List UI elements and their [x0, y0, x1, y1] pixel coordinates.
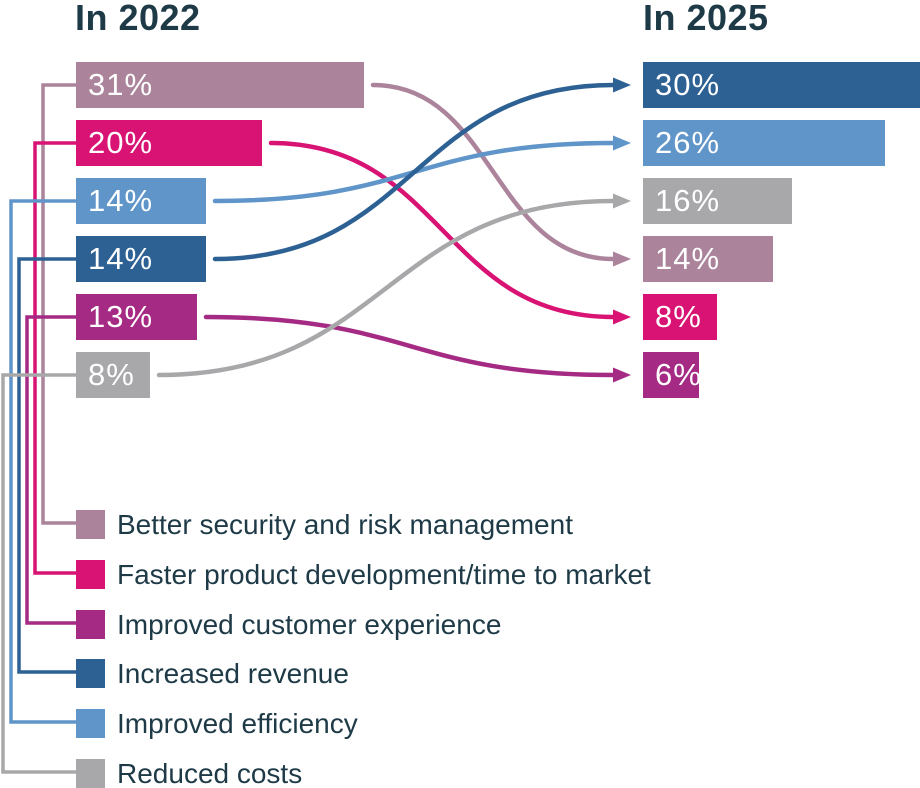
legend-swatch-costs	[76, 759, 105, 788]
legend-connector-security	[41, 83, 80, 525]
bar-2022-customer: 13%	[76, 294, 197, 340]
column-title-2025: In 2025	[643, 0, 769, 38]
bar-2022-security: 31%	[76, 62, 364, 108]
flow-arrowhead-security	[613, 251, 631, 267]
flow-arrowhead-costs	[613, 193, 631, 209]
bar-value-label-2025-product: 8%	[655, 299, 702, 334]
legend-item-customer: Improved customer experience	[76, 609, 501, 641]
legend-label-costs: Reduced costs	[117, 757, 303, 788]
legend-connector-costs	[1, 373, 80, 774]
legend-item-security: Better security and risk management	[76, 509, 573, 541]
bar-2025-product: 8%	[643, 294, 717, 340]
legend-connector-product	[33, 141, 80, 575]
legend-swatch-security	[76, 510, 105, 539]
bar-value-label-2022-efficiency: 14%	[88, 183, 154, 218]
bar-value-label-2025-customer: 6%	[655, 357, 702, 392]
legend-swatch-customer	[76, 610, 105, 639]
bar-2025-customer: 6%	[643, 352, 702, 398]
legend-item-costs: Reduced costs	[76, 758, 302, 788]
flow-arrowhead-revenue	[613, 77, 631, 93]
legend-connector-efficiency	[9, 199, 80, 724]
flow-arrow-customer	[203, 314, 616, 378]
column-title-2022: In 2022	[75, 0, 201, 38]
bar-value-label-2025-security: 14%	[655, 241, 721, 276]
flow-arrowhead-efficiency	[613, 135, 631, 151]
bar-2025-costs: 16%	[643, 178, 792, 224]
bar-2022-product: 20%	[76, 120, 262, 166]
bar-value-label-2022-revenue: 14%	[88, 241, 154, 276]
legend-label-revenue: Increased revenue	[117, 657, 349, 689]
bar-value-label-2022-costs: 8%	[88, 357, 135, 392]
bar-2025-revenue: 30%	[643, 62, 920, 108]
bar-value-label-2022-customer: 13%	[88, 299, 154, 334]
bar-2022-efficiency: 14%	[76, 178, 206, 224]
legend-label-efficiency: Improved efficiency	[117, 707, 358, 739]
legend-connector-customer	[25, 315, 80, 625]
legend-connector-revenue	[17, 257, 80, 674]
flow-arrowhead-product	[613, 309, 631, 325]
legend-swatch-efficiency	[76, 709, 105, 738]
bar-value-label-2025-efficiency: 26%	[655, 125, 721, 160]
bar-2025-security: 14%	[643, 236, 773, 282]
bar-value-label-2022-product: 20%	[88, 125, 154, 160]
legend-item-product: Faster product development/time to marke…	[76, 559, 651, 591]
legend-swatch-revenue	[76, 659, 105, 688]
flow-arrow-revenue	[212, 82, 616, 262]
legend-label-customer: Improved customer experience	[117, 608, 502, 640]
flow-arrow-costs	[156, 198, 616, 378]
bar-2022-costs: 8%	[76, 352, 150, 398]
legend-item-efficiency: Improved efficiency	[76, 708, 358, 740]
flow-arrow-security	[370, 82, 616, 262]
flow-arrowhead-customer	[613, 367, 631, 383]
legend-item-revenue: Increased revenue	[76, 658, 349, 690]
bar-2022-revenue: 14%	[76, 236, 206, 282]
bar-value-label-2025-revenue: 30%	[655, 67, 721, 102]
legend-label-product: Faster product development/time to marke…	[117, 558, 651, 590]
legend-label-security: Better security and risk management	[117, 508, 573, 540]
bar-value-label-2022-security: 31%	[88, 67, 154, 102]
legend-swatch-product	[76, 560, 105, 589]
bar-value-label-2025-costs: 16%	[655, 183, 721, 218]
bar-2025-efficiency: 26%	[643, 120, 885, 166]
flow-arrow-product	[268, 140, 616, 320]
